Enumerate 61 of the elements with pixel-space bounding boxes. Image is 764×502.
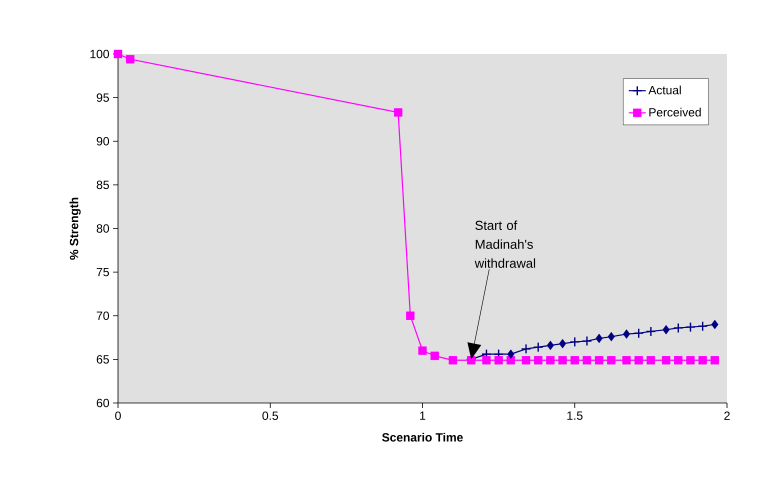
point [494, 356, 503, 364]
point [662, 356, 670, 364]
point [418, 346, 427, 355]
point [570, 356, 579, 364]
point [634, 328, 644, 338]
point [697, 321, 708, 332]
point [394, 108, 402, 117]
y-tick-label: 65 [96, 355, 109, 364]
point [507, 349, 514, 359]
y-tick-label: 95 [96, 93, 109, 102]
x-tick-label: 1.5 [567, 412, 583, 420]
x-tick-label: 0 [115, 412, 121, 420]
point [558, 356, 567, 364]
point [673, 322, 684, 334]
point [710, 356, 720, 364]
y-tick-label: 75 [96, 268, 109, 276]
point [662, 324, 670, 334]
point [608, 332, 615, 342]
point [594, 356, 604, 364]
x-tick-label: 0.5 [262, 412, 278, 420]
y-tick-label: 90 [96, 137, 110, 146]
point [596, 334, 603, 344]
point [582, 356, 592, 364]
point [607, 356, 616, 364]
legend-label: Actual [648, 86, 681, 94]
point [646, 326, 656, 337]
point [520, 344, 532, 354]
x-axis-title: Scenario Time [382, 432, 463, 442]
x-tick-label: 1 [420, 412, 426, 420]
point [698, 356, 707, 364]
y-tick-label: 70 [96, 312, 110, 320]
point [711, 320, 718, 330]
point [634, 356, 643, 364]
annotation: Start of Madinah's withdrawal [474, 220, 536, 268]
y-axis-title: % Strength [70, 198, 81, 260]
point [448, 356, 458, 364]
point [430, 352, 439, 360]
point [622, 356, 631, 364]
y-tick-label: 80 [96, 224, 110, 233]
point [522, 356, 530, 364]
point [646, 356, 656, 364]
point [622, 329, 630, 339]
y-tick-label: 85 [96, 180, 109, 190]
y-tick-label: 100 [90, 50, 110, 58]
point [546, 340, 554, 350]
x-tick-label: 2 [724, 412, 730, 420]
legend-label: Perceived [649, 108, 701, 117]
point [685, 322, 696, 332]
point [126, 55, 134, 64]
point [686, 356, 695, 364]
point [114, 50, 122, 58]
point [406, 312, 415, 320]
point [674, 356, 682, 364]
point [482, 356, 491, 364]
point [534, 356, 542, 364]
point [582, 336, 592, 346]
point [570, 336, 580, 348]
y-tick-label: 60 [96, 398, 110, 408]
point [533, 342, 544, 352]
point [559, 338, 566, 348]
point [546, 356, 555, 364]
